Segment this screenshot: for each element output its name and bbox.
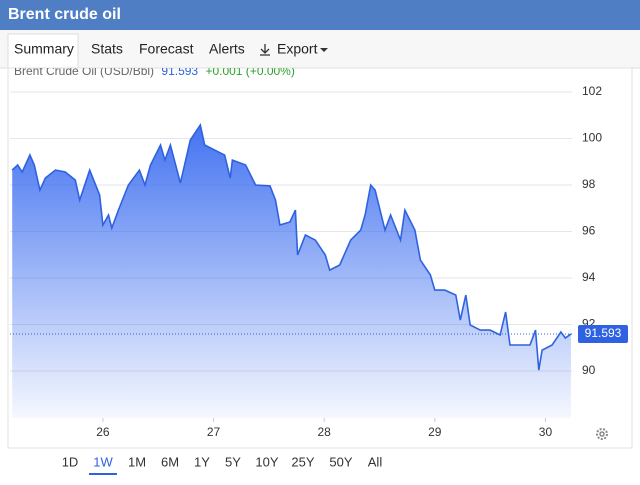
area [12, 125, 571, 418]
x-tick-label: 28 [318, 425, 332, 439]
header-bar [0, 0, 640, 30]
range-button[interactable]: All [368, 454, 383, 469]
range-button[interactable]: 1M [128, 454, 146, 469]
range-button[interactable]: 50Y [329, 454, 352, 469]
tab[interactable]: Export [277, 41, 318, 57]
range-button[interactable]: 25Y [291, 454, 314, 469]
y-tick-label: 98 [582, 177, 596, 191]
x-tick-label: 27 [207, 425, 221, 439]
tab[interactable]: Stats [91, 41, 123, 57]
tab-bar [0, 30, 640, 68]
y-tick-label: 90 [582, 363, 596, 377]
legend: Brent Crude Oil (USD/Bbl) 91.593 +0.001 … [14, 64, 295, 78]
x-tick-label: 29 [428, 425, 442, 439]
price-tag-label: 91.593 [585, 326, 622, 340]
x-tick-label: 26 [96, 425, 110, 439]
y-tick-label: 102 [582, 84, 602, 98]
tab[interactable]: Summary [14, 41, 74, 57]
y-tick-label: 100 [582, 131, 602, 145]
range-button[interactable]: 1W [93, 454, 113, 469]
range-button[interactable]: 1D [62, 454, 79, 469]
y-tick-label: 96 [582, 224, 596, 238]
dropdown-arrow [320, 48, 328, 52]
price-tag [578, 324, 628, 343]
range-button[interactable]: 1Y [194, 454, 210, 469]
y-tick-label: 94 [582, 270, 596, 284]
download-icon [260, 44, 270, 56]
tab[interactable]: Alerts [209, 41, 245, 57]
range-button[interactable]: 5Y [225, 454, 241, 469]
range-button[interactable]: 6M [161, 454, 179, 469]
line [11, 122, 572, 371]
legend-change: +0.001 (+0.00%) [205, 64, 294, 78]
x-tick-label: 30 [539, 425, 553, 439]
tab[interactable]: Forecast [139, 41, 194, 57]
settings-icon[interactable] [596, 428, 608, 440]
range-button[interactable]: 10Y [255, 454, 278, 469]
legend-last: 91.593 [161, 64, 198, 78]
header-title: Brent crude oil [8, 6, 121, 23]
legend-name: Brent Crude Oil (USD/Bbl) [14, 64, 154, 78]
